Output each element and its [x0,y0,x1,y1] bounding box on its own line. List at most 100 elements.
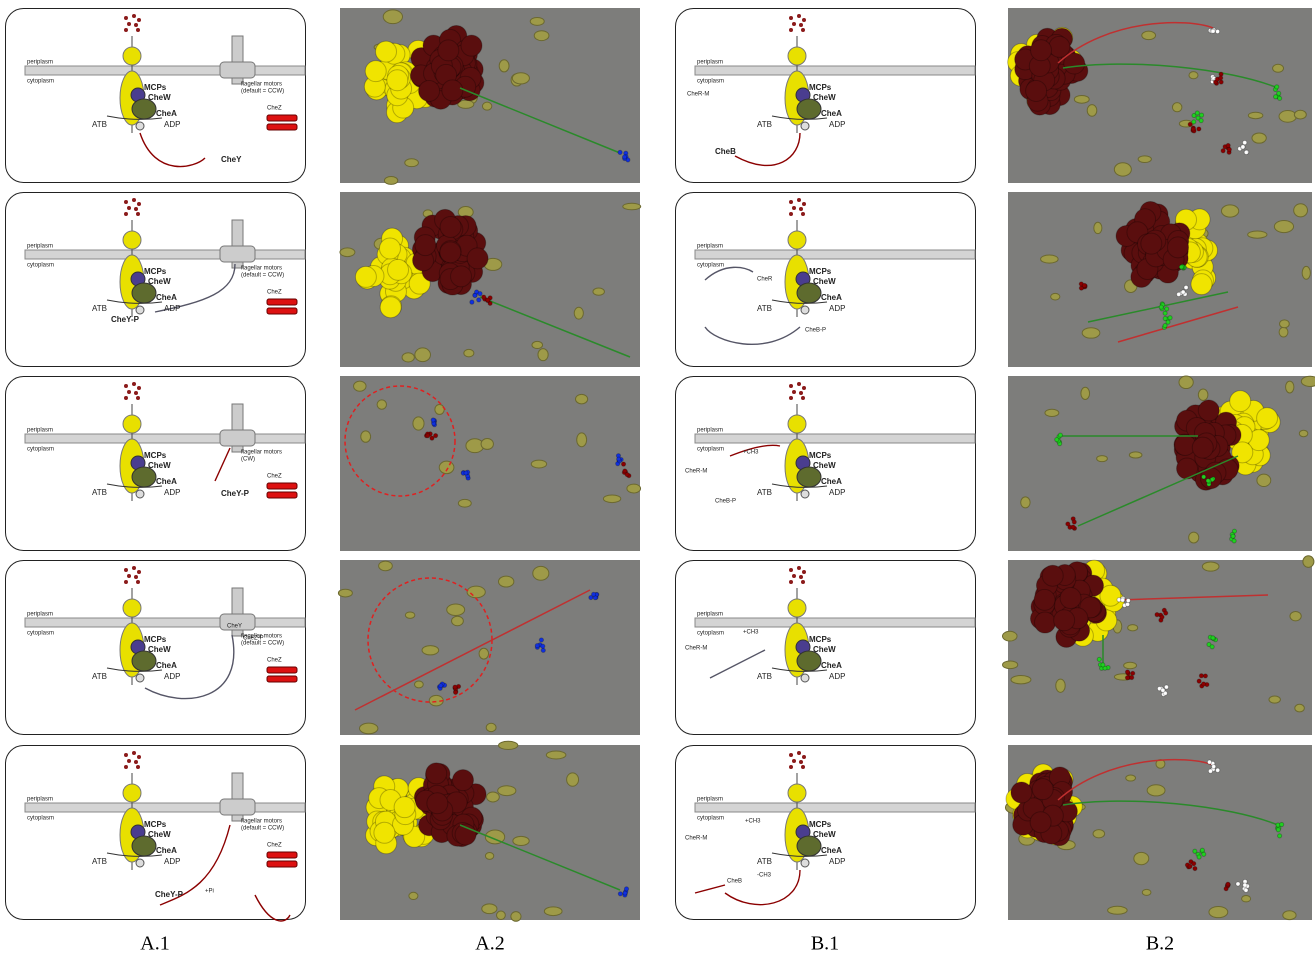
chez-bar [266,860,298,868]
molecule [576,432,588,448]
molecule [1034,611,1057,634]
molecule [617,891,623,897]
molecule [1123,661,1138,670]
label: ATB [92,672,107,681]
render-panel [337,560,640,735]
molecule [452,689,459,695]
molecule [1031,778,1054,801]
label: periplasm [27,428,53,434]
ligand [789,753,793,757]
molecule [439,215,462,238]
molecule [1086,104,1098,117]
molecule [481,101,493,111]
molecule [1030,39,1053,62]
phosphate [800,673,810,683]
label: +Pi [205,889,214,895]
label: flagellar motors [241,266,282,272]
label: periplasm [697,244,723,250]
molecule [1059,587,1082,610]
molecule [1243,887,1249,893]
molecule [1218,79,1224,85]
molecule [1176,291,1182,297]
render-panel [340,8,640,185]
molecule [1243,149,1249,155]
molecule [1001,630,1018,642]
molecule [624,471,630,478]
molecule [591,591,597,597]
phosphate [800,305,810,315]
ligand [802,202,806,206]
molecule [1183,284,1189,291]
caption: A.2 [475,933,504,955]
ligand [136,580,140,584]
molecule [387,258,410,281]
render-bg [340,376,640,551]
label: MCPs [144,635,167,644]
molecule [463,348,475,358]
ligand [127,574,131,578]
ligand [137,570,141,574]
panel-frame [5,376,306,551]
molecule [512,835,530,846]
molecule [534,642,540,649]
molecule [496,910,506,921]
receptor-top [122,783,142,803]
membrane [24,433,306,444]
molecule [1029,811,1052,834]
label: CheZ [267,290,282,296]
molecule [1293,109,1307,120]
panel-frame [675,192,976,367]
label: flagellar motors [241,450,282,456]
molecule [469,299,475,305]
label: CheY [221,155,242,164]
molecule [1081,327,1101,339]
ligand [124,568,128,572]
label: ADP [829,857,845,866]
trajectory [1062,800,1279,826]
ligand [136,212,140,216]
molecule [1187,121,1193,127]
molecule [404,158,419,168]
molecule [437,39,460,62]
pathway-arrow [694,869,801,906]
label: (default = CCW) [241,273,284,279]
molecule [1210,28,1216,34]
ligand [792,759,796,763]
label: +CH3 [743,450,759,456]
ligand [136,396,140,400]
molecule [414,680,424,689]
molecule [472,292,478,299]
ligand [802,18,806,22]
molecule [531,340,544,350]
molecule [540,647,546,653]
membrane [694,249,976,260]
label: cytoplasm [697,263,724,269]
molecule [1256,407,1279,430]
molecule [1096,656,1102,662]
motor-shaft [231,219,244,269]
molecule [1226,146,1232,153]
panel-frame [5,745,306,920]
molecule [1220,148,1226,154]
molecule [1081,282,1087,289]
chez-bar [266,491,298,499]
molecule [412,416,425,431]
molecule [1025,79,1048,102]
ligand [132,566,136,570]
molecule [532,565,550,581]
ligand [137,755,141,759]
molecule [1100,662,1106,668]
molecule [498,575,515,588]
molecule [1191,860,1197,867]
molecule [530,459,548,469]
molecule [1277,833,1283,839]
ligand [797,14,801,18]
molecule [1230,533,1236,539]
label: MCPs [809,635,832,644]
trajectory [459,824,621,891]
label: CheB [715,147,736,156]
label: CheW [813,461,836,470]
molecule [623,886,630,892]
